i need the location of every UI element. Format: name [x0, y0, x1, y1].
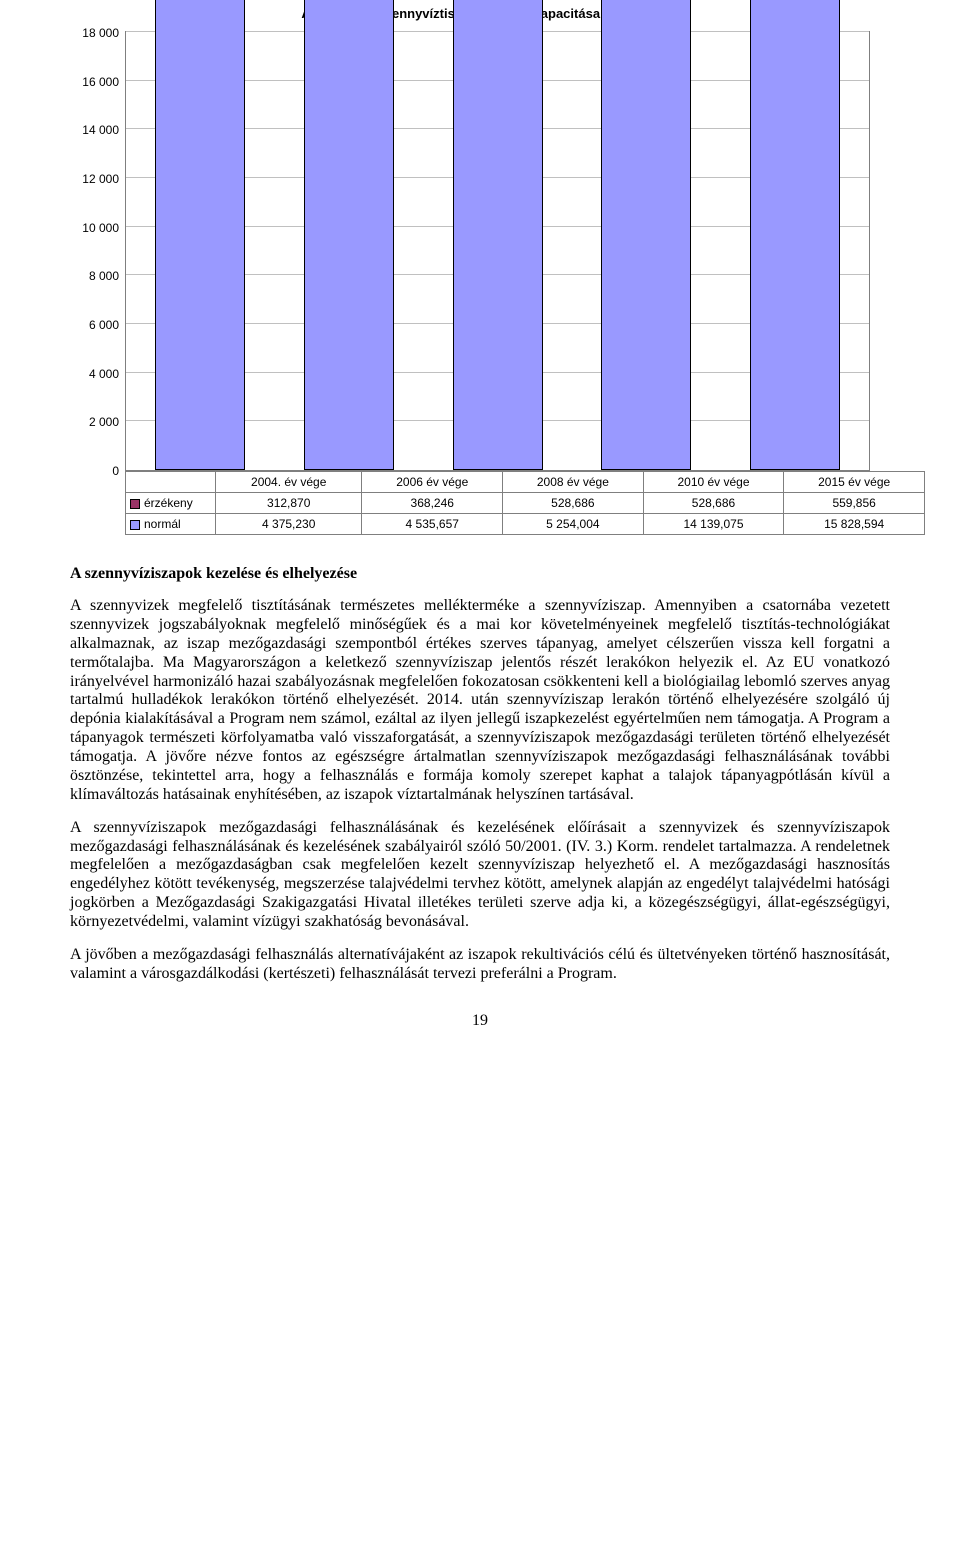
body-paragraph: A szennyvizek megfelelő tisztításának te…: [70, 597, 890, 805]
chart-bar-segment-normal: [155, 0, 245, 470]
table-category-header: 2008 év vége: [503, 472, 644, 493]
table-cell: 4 375,230: [216, 514, 362, 535]
body-paragraph: A jövőben a mezőgazdasági felhasználás a…: [70, 946, 890, 984]
chart-y-tick: 10 000: [82, 221, 119, 235]
legend-swatch: [130, 499, 140, 509]
table-cell: 312,870: [216, 493, 362, 514]
chart-y-tick: 16 000: [82, 75, 119, 89]
table-cell: 368,246: [362, 493, 503, 514]
table-cell: 528,686: [503, 493, 644, 514]
table-cell: 559,856: [784, 493, 925, 514]
chart-bar-segment-normal: [750, 0, 840, 470]
table-row: érzékeny312,870368,246528,686528,686559,…: [126, 493, 925, 514]
table-category-header: 2006 év vége: [362, 472, 503, 493]
chart-plot: [125, 31, 870, 471]
chart-y-tick: 0: [112, 464, 119, 478]
table-cell: 15 828,594: [784, 514, 925, 535]
table-cell: 4 535,657: [362, 514, 503, 535]
chart-plot-area: 02 0004 0006 0008 00010 00012 00014 0001…: [70, 31, 890, 471]
chart-y-tick: 2 000: [89, 415, 119, 429]
chart-y-tick: 4 000: [89, 367, 119, 381]
legend-swatch: [130, 520, 140, 530]
chart-y-tick: 8 000: [89, 269, 119, 283]
table-row: normál4 375,2304 535,6575 254,00414 139,…: [126, 514, 925, 535]
table-series-label: érzékeny: [126, 493, 216, 514]
chart-y-tick: 6 000: [89, 318, 119, 332]
chart-data-table: 2004. év vége2006 év vége2008 év vége201…: [125, 471, 925, 535]
table-cell: 528,686: [643, 493, 784, 514]
chart-y-tick: 12 000: [82, 172, 119, 186]
page-number: 19: [70, 1012, 890, 1030]
table-series-label: normál: [126, 514, 216, 535]
chart-bar-segment-normal: [601, 0, 691, 470]
table-category-header: 2010 év vége: [643, 472, 784, 493]
table-header-row: 2004. év vége2006 év vége2008 év vége201…: [126, 472, 925, 493]
table-cell: 5 254,004: [503, 514, 644, 535]
chart-y-tick: 18 000: [82, 26, 119, 40]
table-corner-cell: [126, 472, 216, 493]
chart-bar-segment-normal: [453, 0, 543, 470]
section-heading: A szennyvíziszapok kezelése és elhelyezé…: [70, 565, 890, 583]
table-cell: 14 139,075: [643, 514, 784, 535]
table-category-header: 2015 év vége: [784, 472, 925, 493]
body-paragraph: A szennyvíziszapok mezőgazdasági felhasz…: [70, 819, 890, 932]
chart-bar-segment-normal: [304, 0, 394, 470]
chart-y-axis: 02 0004 0006 0008 00010 00012 00014 0001…: [70, 31, 125, 471]
table-category-header: 2004. év vége: [216, 472, 362, 493]
capacity-chart: A megfelelő szennyvíztisztító telepek ka…: [70, 0, 890, 535]
chart-y-tick: 14 000: [82, 123, 119, 137]
